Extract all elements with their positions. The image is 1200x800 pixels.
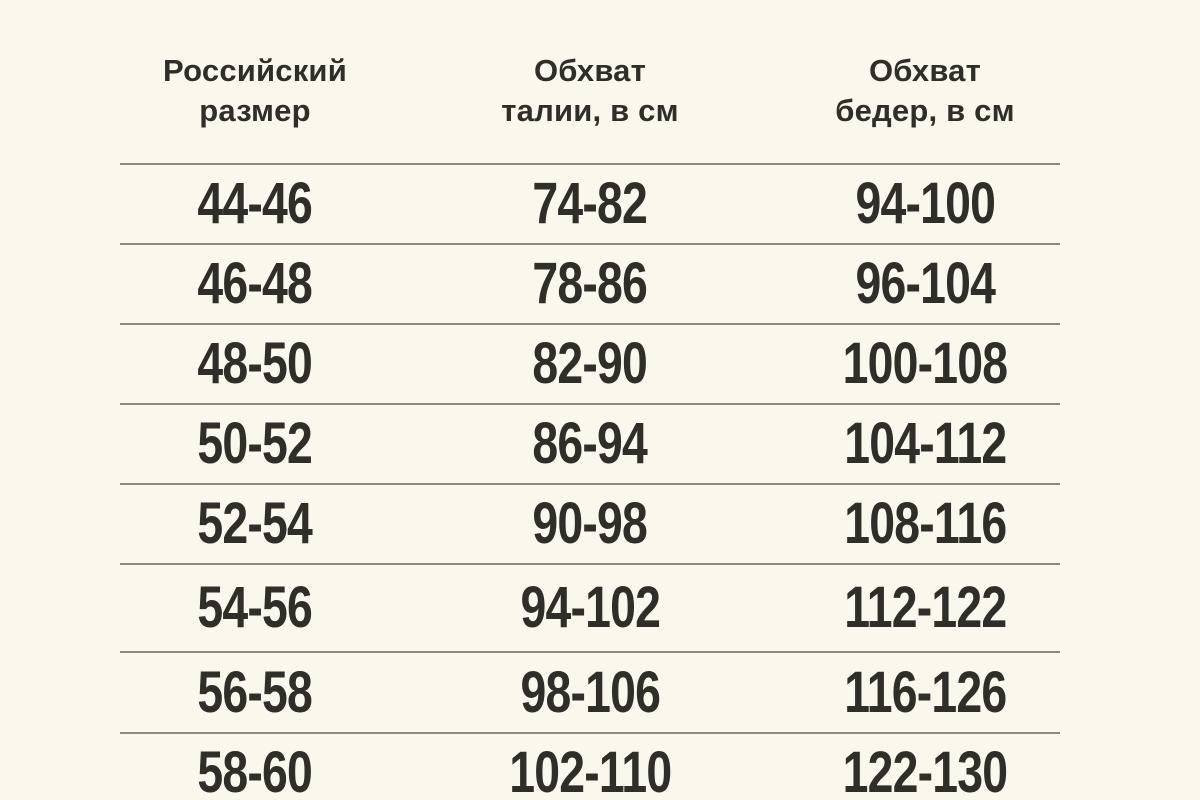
cell-value: 94-102 xyxy=(520,575,660,640)
header-line: талии, в см xyxy=(501,92,679,128)
table-row: 44-46 74-82 94-100 xyxy=(120,163,1060,243)
cell-value: 102-110 xyxy=(508,740,672,800)
waist-cell: 78-86 xyxy=(390,255,790,313)
cell-value: 46-48 xyxy=(197,251,313,316)
waist-cell: 74-82 xyxy=(390,175,790,233)
table-row: 46-48 78-86 96-104 xyxy=(120,243,1060,323)
russian-size-cell: 48-50 xyxy=(120,335,390,393)
cell-value: 86-94 xyxy=(532,411,648,476)
russian-size-cell: 54-56 xyxy=(120,579,390,637)
russian-size-cell: 58-60 xyxy=(120,744,390,800)
table-row: 58-60 102-110 122-130 xyxy=(120,732,1060,800)
cell-value: 122-130 xyxy=(842,740,1008,800)
waist-cell: 82-90 xyxy=(390,335,790,393)
waist-cell: 98-106 xyxy=(390,659,790,725)
waist-cell: 90-98 xyxy=(390,495,790,553)
table-row: 50-52 86-94 104-112 xyxy=(120,403,1060,483)
cell-value: 98-106 xyxy=(520,659,660,725)
hips-cell: 122-130 xyxy=(790,744,1060,800)
russian-size-cell: 56-58 xyxy=(120,659,390,725)
header-line: бедер, в см xyxy=(835,92,1015,128)
table-row: 54-56 94-102 112-122 xyxy=(120,563,1060,651)
header-line: размер xyxy=(199,92,311,128)
table-header-row: Российский размер Обхват талии, в см Обх… xyxy=(120,0,1060,163)
cell-value: 78-86 xyxy=(532,251,648,316)
cell-value: 44-46 xyxy=(197,171,313,236)
cell-value: 52-54 xyxy=(197,491,313,556)
cell-value: 56-58 xyxy=(197,659,313,725)
russian-size-cell: 52-54 xyxy=(120,495,390,553)
russian-size-cell: 44-46 xyxy=(120,175,390,233)
header-line: Российский xyxy=(163,52,347,88)
column-header-hips: Обхват бедер, в см xyxy=(790,33,1060,131)
cell-value: 58-60 xyxy=(197,740,313,800)
russian-size-cell: 50-52 xyxy=(120,415,390,473)
russian-size-cell: 46-48 xyxy=(120,255,390,313)
hips-cell: 104-112 xyxy=(790,415,1060,473)
hips-cell: 96-104 xyxy=(790,255,1060,313)
hips-cell: 100-108 xyxy=(790,335,1060,393)
cell-value: 112-122 xyxy=(843,575,1007,640)
cell-value: 100-108 xyxy=(842,331,1008,396)
hips-cell: 112-122 xyxy=(790,579,1060,637)
column-header-russian-size: Российский размер xyxy=(120,33,390,131)
cell-value: 96-104 xyxy=(855,251,995,316)
cell-value: 90-98 xyxy=(532,491,648,556)
cell-value: 54-56 xyxy=(197,575,313,640)
header-line: Обхват xyxy=(868,52,981,88)
cell-value: 82-90 xyxy=(532,331,648,396)
table-row: 48-50 82-90 100-108 xyxy=(120,323,1060,403)
table-row: 52-54 90-98 108-116 xyxy=(120,483,1060,563)
waist-cell: 102-110 xyxy=(390,744,790,800)
column-header-waist: Обхват талии, в см xyxy=(390,33,790,131)
hips-cell: 116-126 xyxy=(790,659,1060,725)
cell-value: 108-116 xyxy=(843,491,1007,556)
header-line: Обхват xyxy=(533,52,646,88)
cell-value: 74-82 xyxy=(532,171,648,236)
size-chart-table: Российский размер Обхват талии, в см Обх… xyxy=(120,0,1060,800)
table-body: 44-46 74-82 94-100 46-48 78-86 96-104 48… xyxy=(120,163,1060,800)
cell-value: 116-126 xyxy=(843,659,1007,725)
cell-value: 94-100 xyxy=(855,171,995,236)
waist-cell: 86-94 xyxy=(390,415,790,473)
hips-cell: 94-100 xyxy=(790,175,1060,233)
hips-cell: 108-116 xyxy=(790,495,1060,553)
cell-value: 50-52 xyxy=(197,411,313,476)
cell-value: 104-112 xyxy=(843,411,1007,476)
cell-value: 48-50 xyxy=(197,331,313,396)
waist-cell: 94-102 xyxy=(390,579,790,637)
table-row: 56-58 98-106 116-126 xyxy=(120,651,1060,732)
